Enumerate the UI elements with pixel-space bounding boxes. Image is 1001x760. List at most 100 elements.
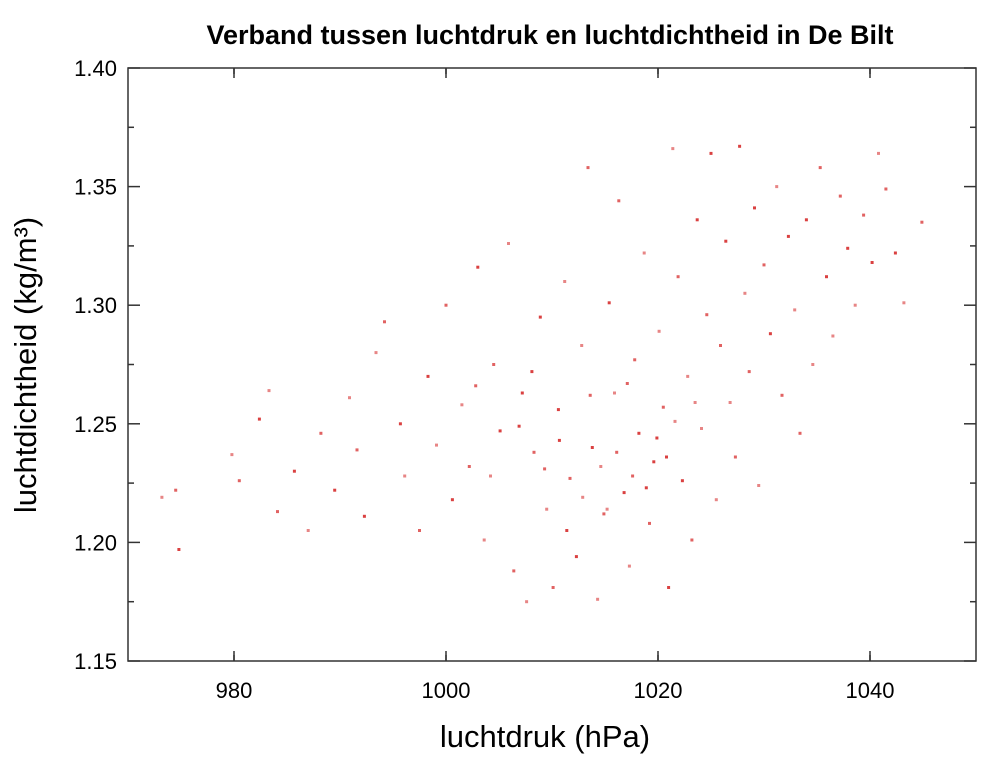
data-point — [403, 474, 407, 478]
data-point — [474, 384, 478, 388]
y-tick-label: 1.15 — [74, 649, 117, 674]
data-point — [705, 313, 709, 317]
data-point — [507, 242, 510, 245]
y-tick-label: 1.25 — [74, 412, 117, 437]
data-point — [586, 166, 590, 170]
data-point — [383, 320, 386, 324]
data-point — [893, 251, 897, 255]
data-point — [768, 332, 772, 336]
data-point — [588, 393, 592, 397]
tick-labels: 980 1000 1020 1040 1.15 1.20 1.25 1.30 1.35 1.40 — [74, 56, 894, 703]
data-point — [728, 401, 732, 404]
plot-frame — [127, 67, 977, 662]
data-point — [775, 185, 779, 189]
data-point — [798, 431, 802, 435]
data-point — [435, 443, 438, 447]
data-point — [607, 301, 611, 305]
data-point — [714, 498, 718, 502]
data-point — [599, 465, 603, 468]
data-point — [362, 514, 366, 518]
data-point — [652, 460, 656, 464]
data-point — [444, 303, 448, 307]
data-point — [498, 429, 502, 433]
data-point — [762, 263, 766, 267]
data-point — [292, 469, 296, 473]
data-point — [642, 251, 646, 255]
data-point — [467, 465, 471, 468]
x-axis-label: luchtdruk (hPa) — [440, 719, 650, 754]
y-tick-label: 1.35 — [74, 175, 117, 200]
data-point — [489, 474, 492, 478]
data-point — [920, 220, 924, 224]
data-point — [655, 436, 659, 440]
data-point — [276, 510, 279, 514]
data-point — [693, 401, 697, 404]
data-point — [230, 453, 234, 457]
y-tick-label: 1.20 — [74, 530, 117, 555]
data-point — [846, 246, 850, 250]
data-point — [418, 529, 421, 532]
data-point — [460, 403, 464, 407]
data-point — [625, 382, 629, 385]
data-point — [482, 538, 486, 542]
data-point — [747, 370, 751, 374]
data-point — [757, 484, 761, 487]
data-point — [793, 308, 797, 312]
data-point — [673, 419, 677, 423]
data-point — [676, 275, 680, 279]
y-tick-label: 1.30 — [74, 293, 117, 318]
data-point — [306, 529, 310, 532]
data-point — [627, 564, 631, 568]
y-axis-label: luchtdichtheid (kg/m³) — [8, 217, 43, 513]
data-point — [581, 495, 585, 499]
data-point — [617, 199, 621, 203]
data-point — [520, 391, 524, 395]
data-point — [838, 194, 842, 198]
data-point — [596, 597, 600, 601]
data-point — [568, 476, 572, 480]
data-point — [648, 521, 651, 525]
data-point — [543, 467, 547, 471]
data-point — [374, 351, 378, 355]
data-point — [512, 569, 516, 573]
data-point — [657, 329, 661, 333]
data-point — [538, 315, 542, 319]
data-point — [686, 374, 690, 378]
data-point — [590, 446, 594, 449]
data-point — [862, 213, 866, 217]
y-tick-label: 1.40 — [74, 56, 117, 81]
data-point — [902, 301, 906, 305]
data-point — [853, 303, 857, 307]
data-point — [605, 507, 609, 511]
data-point — [671, 147, 675, 151]
chart-title: Verband tussen luchtdruk en luchtdichthe… — [206, 20, 893, 50]
data-point — [695, 218, 699, 222]
data-point — [644, 486, 648, 490]
data-point — [690, 538, 694, 542]
x-tick-label: 1040 — [846, 678, 895, 703]
data-point — [545, 507, 549, 511]
data-point — [177, 548, 181, 551]
data-point — [667, 586, 671, 589]
data-point — [267, 389, 271, 393]
data-point — [532, 450, 536, 454]
data-point — [574, 555, 578, 559]
x-tick-label: 980 — [216, 678, 253, 703]
data-point — [333, 488, 337, 492]
data-point — [743, 291, 747, 295]
data-point — [831, 334, 835, 338]
axis-ticks — [128, 67, 976, 662]
data-point — [753, 206, 756, 210]
data-point — [160, 495, 164, 499]
data-points — [160, 144, 924, 604]
data-point — [355, 448, 359, 452]
data-point — [174, 488, 178, 492]
data-point — [257, 417, 261, 421]
data-point — [319, 431, 323, 435]
data-point — [426, 374, 430, 378]
data-point — [700, 427, 703, 430]
data-point — [398, 422, 402, 426]
data-point — [733, 455, 737, 459]
data-point — [709, 151, 713, 155]
